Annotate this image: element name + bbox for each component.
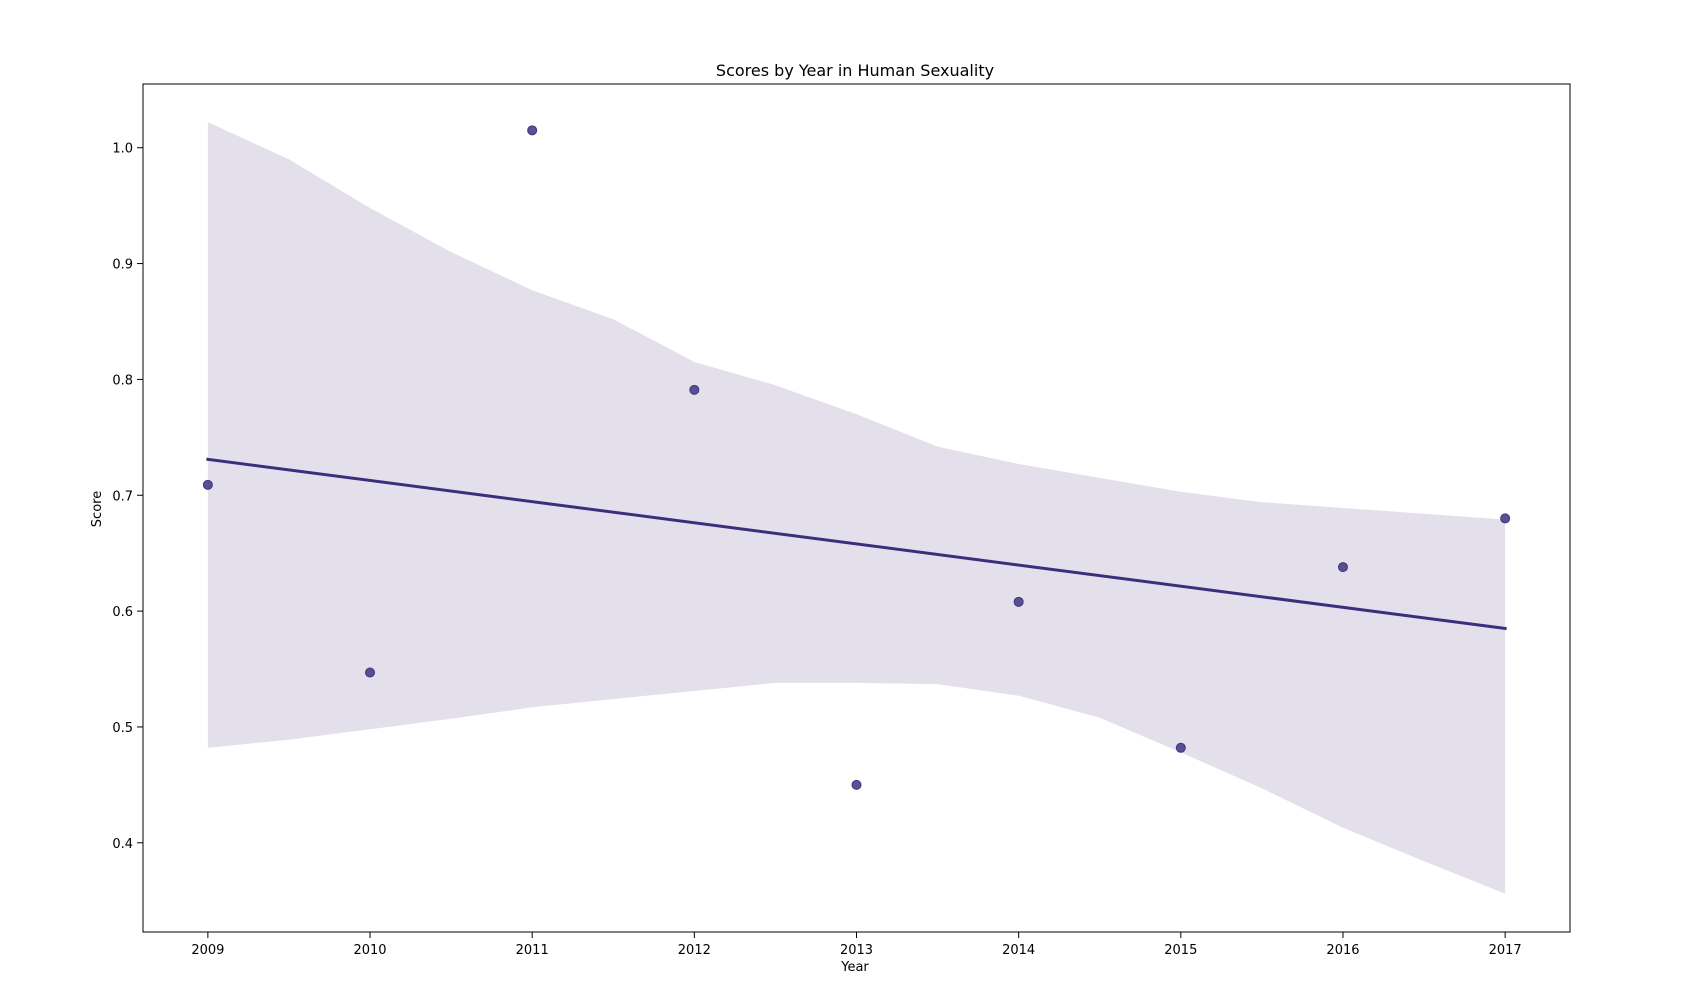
x-tick-label: 2010 xyxy=(353,943,386,958)
x-tick-label: 2013 xyxy=(840,943,873,958)
y-axis-ticks: 0.4 0.5 0.6 0.7 0.8 0.9 1.0 xyxy=(112,142,143,852)
data-point xyxy=(365,667,376,678)
data-points-layer xyxy=(202,125,1511,790)
x-tick-label: 2015 xyxy=(1164,943,1197,958)
x-tick-label: 2014 xyxy=(1002,943,1035,958)
data-point xyxy=(1500,513,1511,524)
x-tick-label: 2017 xyxy=(1489,943,1522,958)
confidence-band-layer xyxy=(207,122,1506,894)
y-tick-label: 0.5 xyxy=(112,721,133,736)
x-tick-label: 2011 xyxy=(516,943,549,958)
confidence-band xyxy=(207,122,1506,894)
y-tick-label: 0.4 xyxy=(112,837,133,852)
y-tick-label: 0.6 xyxy=(112,605,133,620)
x-tick-label: 2012 xyxy=(678,943,711,958)
x-axis-ticks: 2009 2010 2011 2012 2013 2014 2015 2016 2017 xyxy=(191,932,1522,958)
data-point xyxy=(689,384,700,395)
data-point xyxy=(1013,596,1024,607)
y-tick-label: 1.0 xyxy=(112,142,133,157)
x-tick-label: 2016 xyxy=(1326,943,1359,958)
data-point xyxy=(1337,562,1348,573)
data-point xyxy=(1175,742,1186,753)
data-point xyxy=(527,125,538,136)
data-point xyxy=(851,779,862,790)
x-axis-label: Year xyxy=(840,960,869,975)
y-tick-label: 0.9 xyxy=(112,258,133,273)
chart-title: Scores by Year in Human Sexuality xyxy=(716,61,994,80)
y-axis-label: Score xyxy=(90,491,105,527)
regression-line-layer xyxy=(206,457,1507,631)
data-point xyxy=(202,479,213,490)
y-tick-label: 0.8 xyxy=(112,373,133,388)
y-tick-label: 0.7 xyxy=(112,489,133,504)
x-tick-label: 2009 xyxy=(191,943,224,958)
regression-line xyxy=(206,457,1507,631)
